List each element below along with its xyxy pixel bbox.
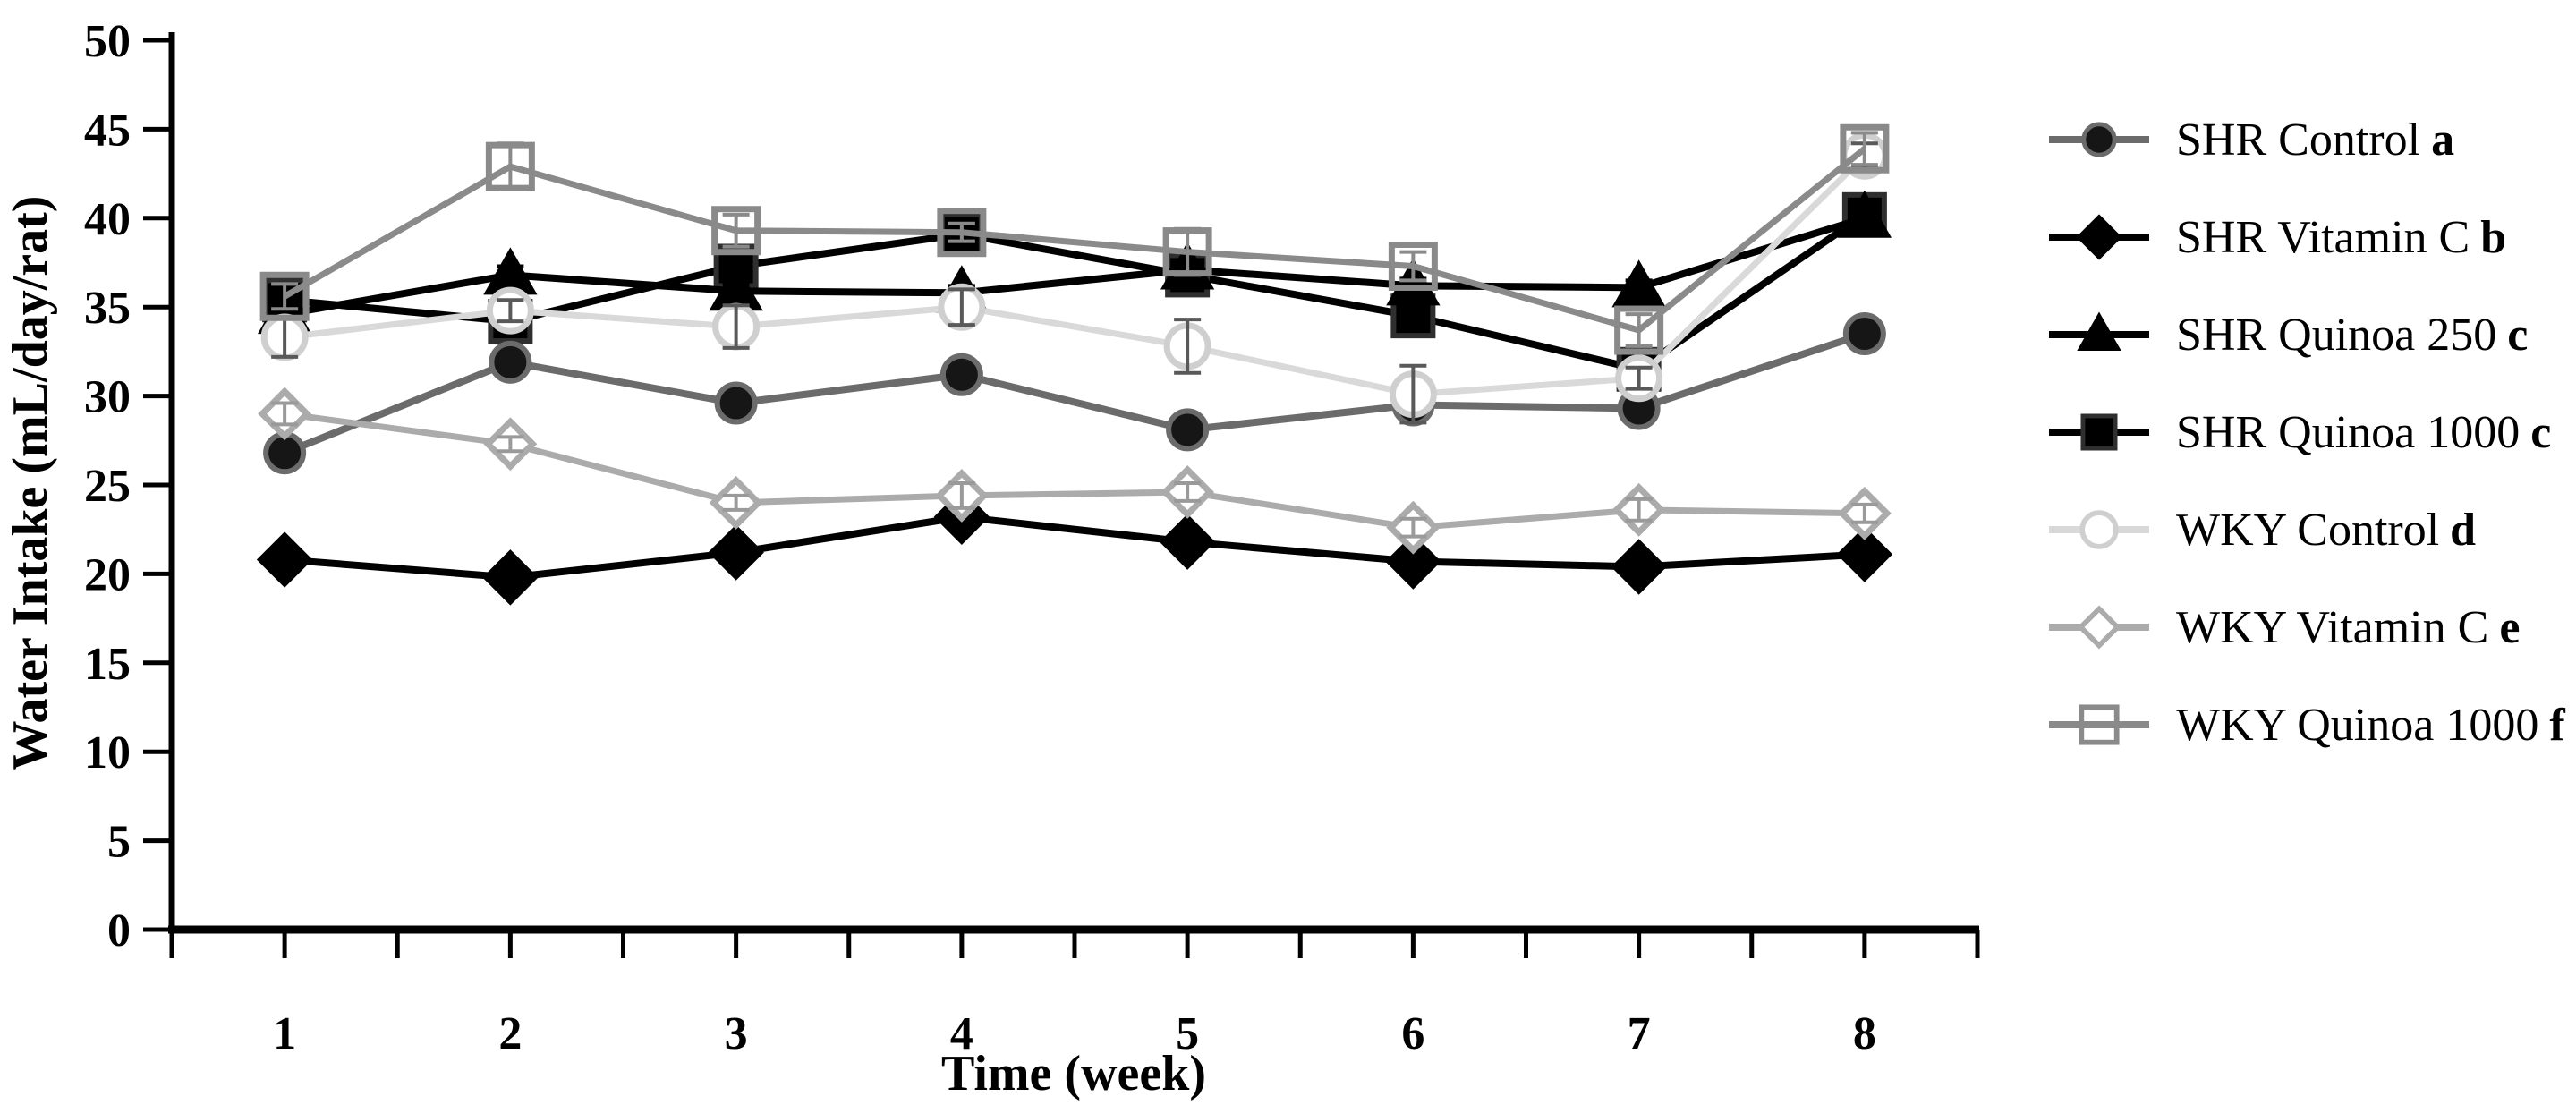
y-tick-label: 45 [84,105,131,156]
wky-control-marker [2079,510,2119,549]
shr-control-marker [2081,122,2117,157]
y-tick-label: 35 [84,283,131,334]
shr-control-marker [489,340,532,384]
shr-control-line [283,330,1866,456]
shr-vitamin-c-marker [2076,214,2122,260]
shr-quinoa-250-marker [2077,311,2121,352]
y-tick-label: 15 [84,639,131,690]
shr-vitamin-c-marker [482,549,539,606]
wky-quinoa-1000-marker [1840,123,1890,174]
shr-vitamin-c-marker [1385,533,1441,590]
legend-label: WKY Quinoa 1000 f [2176,699,2565,751]
x-tick-label: 8 [1853,1008,1876,1059]
y-axis-title: Water Intake (mL/day/rat) [3,196,58,771]
series-layer [256,123,1893,606]
legend-label: SHR Quinoa 1000 c [2176,406,2552,458]
wky-quinoa-1000-marker [1388,241,1438,291]
shr-quinoa-250-marker [483,247,538,295]
wky-quinoa-1000-marker [259,271,310,321]
x-axis-title: Time (week) [941,1046,1206,1101]
y-tick-label: 10 [84,727,131,778]
y-tick-label: 20 [84,549,131,600]
shr-vitamin-c-line [284,513,1866,582]
x-tick-label: 2 [498,1008,522,1059]
x-tick-label: 7 [1628,1008,1651,1059]
series-shr-vitamin-c [256,489,1893,606]
shr-vitamin-c-marker [1836,526,1893,582]
wky-quinoa-1000-marker [937,208,987,258]
y-tick-label: 30 [84,372,131,423]
wky-vitamin-c-marker [2077,605,2121,650]
y-tick-label: 50 [84,16,131,67]
shr-vitamin-c-marker [708,524,764,581]
shr-control-legend-marker [2049,122,2149,157]
shr-control-marker [714,381,758,425]
series-wky-quinoa-1000 [259,123,1890,355]
legend-item-wky-quinoa-1000: WKY Quinoa 1000 f [2045,698,2565,752]
y-tick-label: 40 [84,194,131,245]
shr-vitamin-c-marker [256,531,313,588]
x-tick-label: 6 [1401,1008,1424,1059]
legend-suffix: b [2480,211,2507,263]
shr-quinoa-250-marker [1611,259,1666,308]
wky-quinoa-1000-marker [1614,305,1664,355]
shr-vitamin-c-marker [1611,539,1667,595]
legend-suffix: c [2530,406,2552,458]
legend-item-wky-control: WKY Control d [2045,503,2565,557]
legend-item-shr-quinoa-1000: SHR Quinoa 1000 c [2045,405,2565,459]
series-wky-vitamin-c [258,387,1892,555]
legend-suffix: e [2499,601,2521,653]
shr-vitamin-c-marker [1159,514,1216,570]
legend-label: SHR Quinoa 250 c [2176,309,2529,361]
wky-quinoa-1000-legend-marker [2049,704,2149,745]
shr-quinoa-250-marker [1837,190,1892,238]
legend-suffix: c [2507,309,2529,361]
wky-quinoa-1000-marker [2079,704,2120,745]
x-tick-label: 5 [1176,1008,1199,1059]
series-wky-control [260,132,1889,425]
y-tick-label: 25 [84,461,131,512]
x-tick-label: 3 [725,1008,748,1059]
shr-quinoa-250-legend-marker [2049,311,2149,352]
y-tick-label: 0 [107,905,131,956]
legend-label: SHR Control a [2176,114,2455,166]
shr-quinoa-1000-marker [2080,413,2118,451]
legend-label: WKY Control d [2176,504,2477,556]
legend-item-shr-quinoa-250: SHR Quinoa 250 c [2045,308,2565,361]
shr-control-marker [939,353,983,396]
shr-quinoa-1000-legend-marker [2049,413,2149,451]
legend-item-shr-control: SHR Control a [2045,113,2565,166]
shr-quinoa-250-line [284,214,1866,319]
wky-control-line [284,153,1867,398]
legend-suffix: d [2450,504,2477,556]
legend-suffix: a [2431,114,2455,166]
shr-quinoa-250-marker [1386,258,1441,306]
shr-vitamin-c-legend-marker [2049,214,2149,260]
x-tick-label: 4 [950,1008,973,1059]
wky-quinoa-1000-line [283,146,1867,334]
legend-suffix: f [2549,699,2565,751]
shr-control-marker [1166,408,1210,452]
wky-vitamin-c-line [284,411,1865,531]
wky-quinoa-1000-marker [711,206,761,256]
wky-vitamin-c-legend-marker [2049,605,2149,650]
wky-control-legend-marker [2049,510,2149,549]
x-tick-label: 1 [273,1008,296,1059]
shr-control-marker [1842,312,1886,356]
y-tick-label: 5 [107,817,131,868]
